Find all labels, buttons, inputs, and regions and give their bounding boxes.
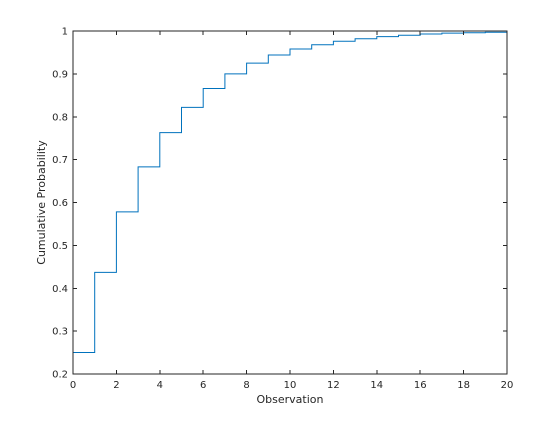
- x-tick-label: 20: [501, 380, 514, 391]
- x-tick-label: 2: [113, 380, 119, 391]
- x-tick-label: 12: [327, 380, 340, 391]
- y-tick-label: 0.8: [52, 112, 68, 123]
- x-tick-label: 8: [243, 380, 249, 391]
- y-tick-label: 0.7: [52, 155, 68, 166]
- series-line-0: [73, 31, 508, 354]
- x-axis-label: Observation: [257, 393, 324, 406]
- series-layer: [73, 31, 508, 354]
- x-tick-label: 14: [370, 380, 383, 391]
- y-tick-label: 0.5: [52, 241, 68, 252]
- x-tick-label: 18: [457, 380, 470, 391]
- y-tick-label: 0.2: [52, 370, 68, 381]
- y-tick-label: 0.4: [52, 284, 68, 295]
- y-axis-label: Cumulative Probability: [35, 140, 48, 265]
- x-tick-label: 4: [157, 380, 163, 391]
- y-tick-label: 0.6: [52, 198, 68, 209]
- x-tick-label: 10: [284, 380, 297, 391]
- axes-layer: 0 2 4 6 8 10 12 14 16 18 20 0.2 0.3 0.4 0.5 0.6 0.7 0.8 0.…: [52, 27, 513, 392]
- y-tick-label: 0.9: [52, 69, 68, 80]
- y-tick-label: 0.3: [52, 327, 68, 338]
- x-tick-label: 16: [414, 380, 427, 391]
- plot-area: [73, 31, 507, 374]
- x-tick-label: 0: [70, 380, 76, 391]
- y-tick-label: 1: [62, 27, 68, 38]
- x-tick-label: 6: [200, 380, 206, 391]
